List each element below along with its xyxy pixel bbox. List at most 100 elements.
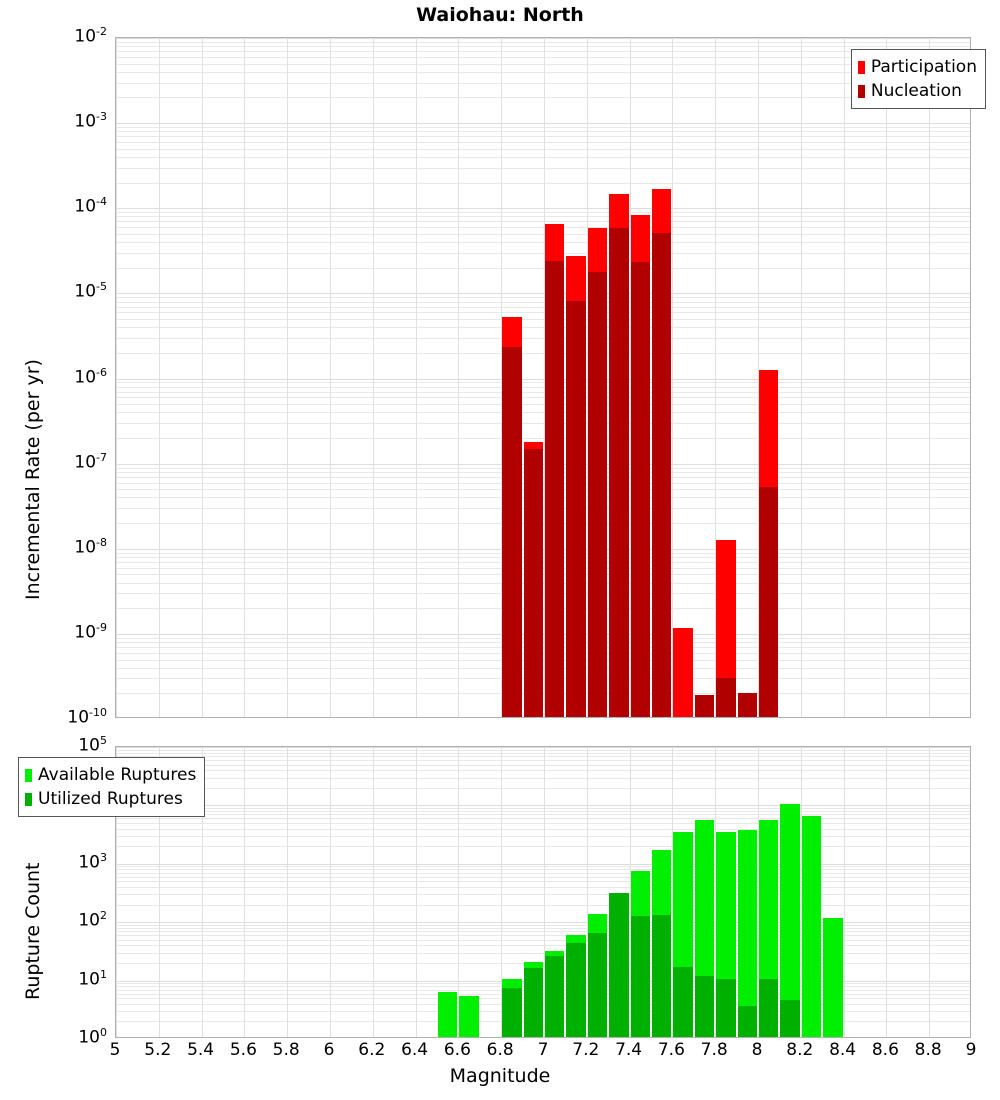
- gridline-horizontal: [116, 97, 970, 98]
- gridline-horizontal: [116, 963, 970, 964]
- gridline-horizontal: [116, 814, 970, 815]
- gridline-vertical: [202, 747, 203, 1037]
- gridline-vertical: [844, 747, 845, 1037]
- bar-segment-nucleation: [759, 487, 779, 717]
- gridline-horizontal: [116, 653, 970, 654]
- x-tick-label: 6.8: [486, 1040, 514, 1060]
- legend-top-item[interactable]: Participation: [857, 55, 977, 79]
- bar-segment-utilized: [652, 914, 672, 1037]
- x-tick-label: 9: [965, 1040, 977, 1060]
- bar-segment-nucleation: [523, 449, 543, 717]
- gridline-horizontal: [116, 983, 970, 984]
- bar: [459, 747, 479, 1037]
- bar-segment-nucleation: [694, 695, 715, 717]
- gridline-horizontal: [116, 846, 970, 847]
- bar: [502, 38, 522, 717]
- bottom-y-axis-label: Rupture Count: [22, 862, 44, 1001]
- square-swatch-icon: [857, 60, 865, 74]
- bar-segment-available: [737, 830, 757, 1037]
- gridline-horizontal: [116, 647, 970, 648]
- gridline-vertical: [458, 747, 459, 1037]
- gridline-horizontal: [116, 1021, 970, 1022]
- gridline-vertical: [159, 38, 160, 717]
- gridline-horizontal: [116, 38, 970, 39]
- gridline-horizontal: [116, 866, 970, 867]
- x-tick-label: 6.2: [358, 1040, 386, 1060]
- gridline-horizontal: [116, 753, 970, 754]
- square-swatch-icon: [857, 84, 865, 98]
- gridline-horizontal: [116, 297, 970, 298]
- gridline-horizontal: [116, 293, 970, 294]
- gridline-vertical: [715, 747, 716, 1037]
- legend-bottom-item[interactable]: Available Ruptures: [25, 763, 196, 787]
- gridline-horizontal: [116, 823, 970, 824]
- gridline-horizontal: [116, 131, 970, 132]
- gridline-vertical: [244, 38, 245, 717]
- x-tick-label: 7: [537, 1040, 549, 1060]
- bar-segment-utilized: [780, 1000, 800, 1037]
- x-tick-label: 7.6: [657, 1040, 685, 1060]
- y-tick-label: 103: [78, 850, 107, 873]
- bar-segment-utilized: [630, 915, 650, 1037]
- gridline-horizontal: [116, 319, 970, 320]
- gridline-horizontal: [116, 1011, 970, 1012]
- gridline-horizontal: [116, 268, 970, 269]
- gridline-vertical: [373, 747, 374, 1037]
- bar-segment-participation: [673, 628, 693, 717]
- bar: [481, 747, 500, 1037]
- square-swatch-icon: [25, 792, 32, 806]
- gridline-horizontal: [116, 887, 970, 888]
- bar: [523, 38, 543, 717]
- gridline-horizontal: [116, 183, 970, 184]
- x-tick-label: 5.8: [272, 1040, 300, 1060]
- gridline-horizontal: [116, 634, 970, 635]
- gridline-horizontal: [116, 423, 970, 424]
- gridline-horizontal: [116, 234, 970, 235]
- gridline-horizontal: [116, 750, 970, 751]
- gridline-horizontal: [116, 994, 970, 995]
- gridline-horizontal: [116, 747, 970, 748]
- bar: [716, 747, 736, 1037]
- gridline-horizontal: [116, 894, 970, 895]
- legend-top-label: Nucleation: [870, 81, 962, 102]
- y-tick-label: 102: [78, 909, 107, 931]
- bar-segment-utilized: [566, 943, 586, 1037]
- gridline-horizontal: [116, 142, 970, 143]
- y-tick-label: 10-9: [74, 620, 107, 643]
- x-tick-label: 7.4: [615, 1040, 643, 1060]
- bar: [694, 747, 715, 1037]
- x-tick-label: 6: [323, 1040, 335, 1060]
- bar-segment-participation: [716, 540, 736, 717]
- gridline-vertical: [544, 747, 545, 1037]
- gridline-horizontal: [116, 472, 970, 473]
- incremental-rate-plot-area: [115, 37, 971, 718]
- gridline-vertical: [886, 747, 887, 1037]
- gridline-vertical: [116, 747, 117, 1037]
- bar: [523, 747, 543, 1037]
- gridline-horizontal: [116, 127, 970, 128]
- gridline-horizontal: [116, 123, 970, 124]
- gridline-vertical: [929, 747, 930, 1037]
- gridline-vertical: [886, 38, 887, 717]
- bottom-legend: Available Ruptures Utilized Ruptures: [18, 757, 206, 818]
- gridline-vertical: [330, 38, 331, 717]
- gridline-horizontal: [116, 136, 970, 137]
- gridline-horizontal: [116, 168, 970, 169]
- gridline-horizontal: [116, 72, 970, 73]
- bar: [630, 38, 650, 717]
- x-tick-label: 8.4: [829, 1040, 857, 1060]
- legend-top-item[interactable]: Nucleation: [857, 79, 977, 103]
- gridline-horizontal: [116, 998, 970, 999]
- bar-segment-utilized: [502, 987, 522, 1037]
- bar: [587, 747, 608, 1037]
- gridline-vertical: [501, 38, 502, 717]
- gridline-horizontal: [116, 468, 970, 469]
- gridline-horizontal: [116, 312, 970, 313]
- gridline-horizontal: [116, 864, 970, 865]
- x-tick-label: 8.8: [914, 1040, 942, 1060]
- y-tick-label: 10-3: [74, 110, 107, 132]
- gridline-horizontal: [116, 508, 970, 509]
- gridline-horizontal: [116, 149, 970, 150]
- bar-segment-utilized: [673, 966, 693, 1037]
- legend-bottom-item[interactable]: Utilized Ruptures: [25, 787, 196, 811]
